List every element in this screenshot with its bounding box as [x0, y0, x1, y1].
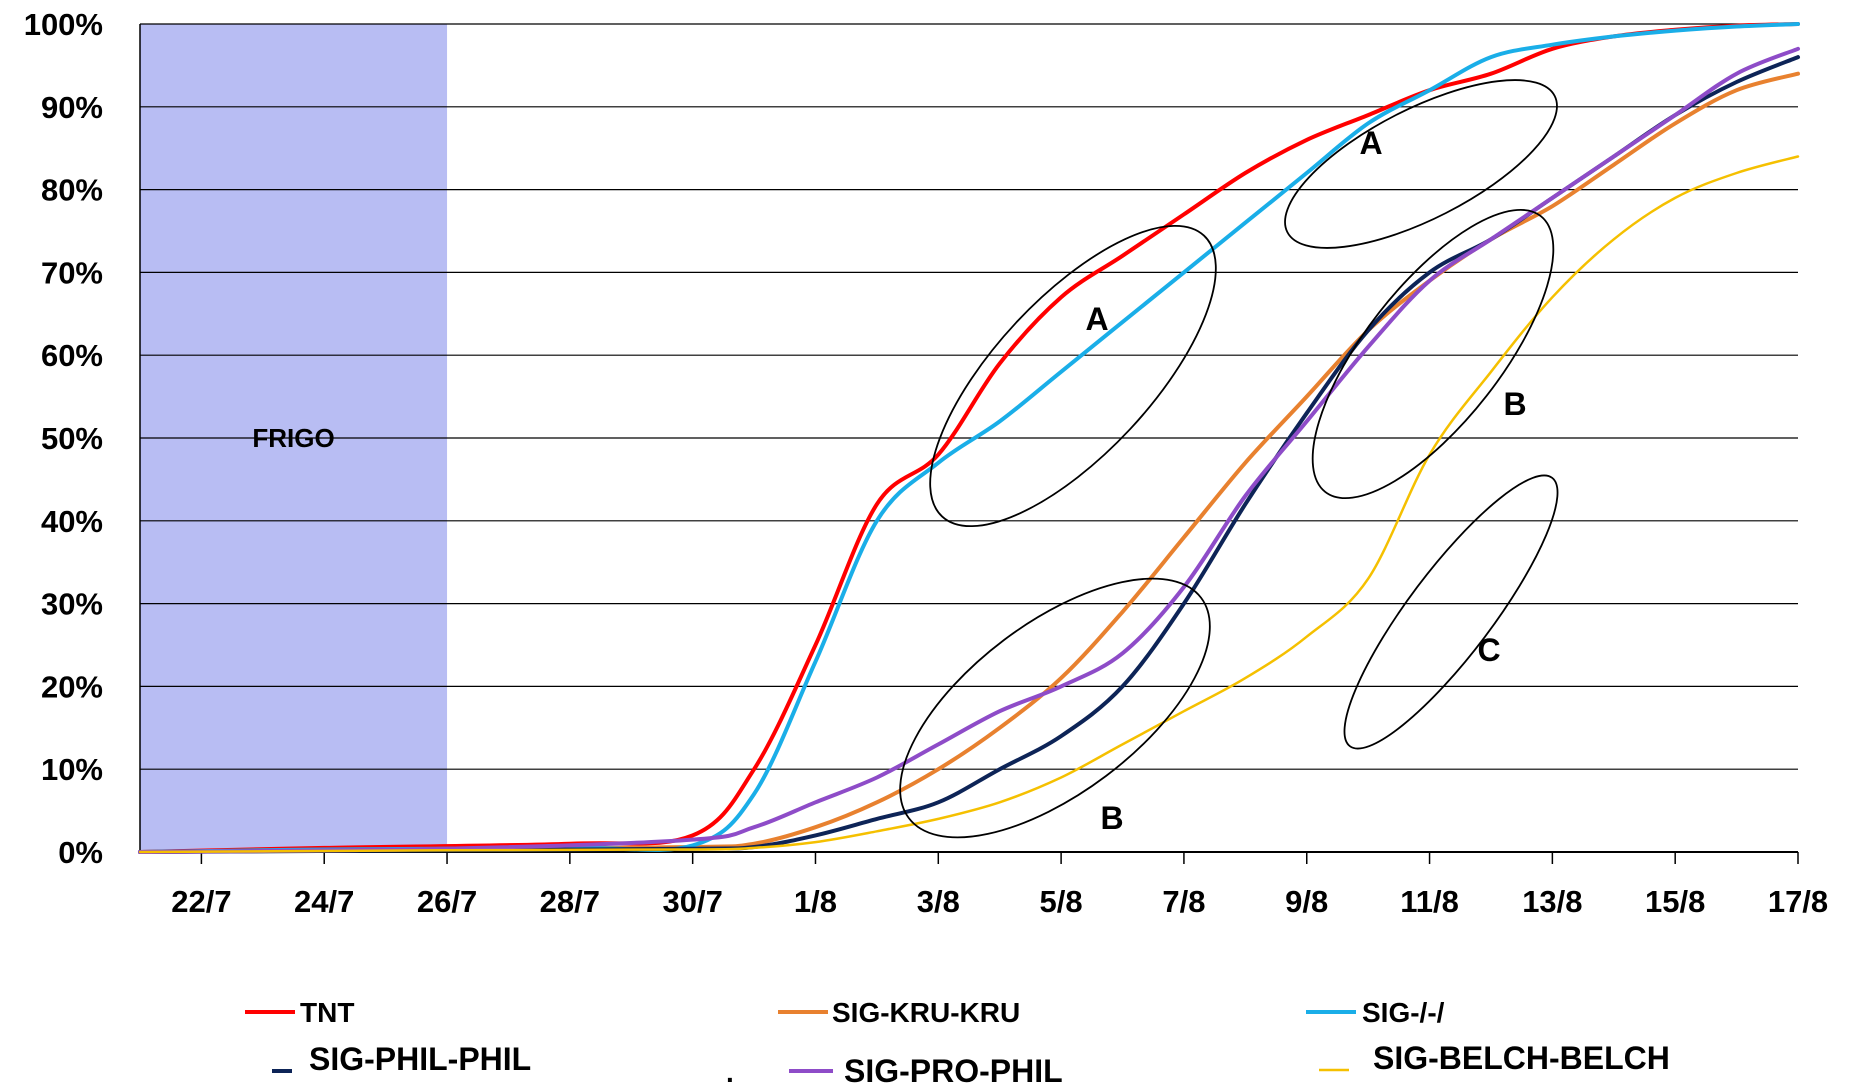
annotation-ellipses: [899, 79, 1559, 839]
x-tick-label: 28/7: [540, 884, 600, 919]
y-tick-label: 80%: [41, 173, 103, 208]
x-tick-label: 15/8: [1645, 884, 1705, 919]
legend-label-sig-phil-phil: SIG-PHIL-PHIL: [309, 1041, 531, 1077]
x-tick-label: 26/7: [417, 884, 477, 919]
x-tick-label: 7/8: [1162, 884, 1205, 919]
legend-stray-dot: .: [726, 1057, 734, 1084]
annotation-label: B: [1100, 800, 1123, 836]
y-tick-label: 40%: [41, 504, 103, 539]
x-tick-label: 11/8: [1400, 884, 1459, 919]
x-tick-label: 22/7: [171, 884, 231, 919]
y-tick-label: 100%: [24, 7, 103, 42]
legend-label-sig-: SIG-/-/: [1362, 997, 1445, 1028]
x-tick-label: 30/7: [662, 884, 722, 919]
y-tick-label: 50%: [41, 421, 103, 456]
annotation-label: B: [1503, 386, 1526, 422]
annotation-ellipse: [929, 224, 1217, 528]
x-tick-label: 3/8: [917, 884, 960, 919]
annotations: A A B B C: [1085, 125, 1526, 836]
x-tick-label: 13/8: [1522, 884, 1582, 919]
y-tick-label: 70%: [41, 255, 103, 290]
series-line-sig-pro-phil: [138, 46, 1800, 854]
legend: TNT SIG-KRU-KRU SIG-/-/ SIG-PHIL-PHIL SIG-PR…: [245, 997, 1670, 1084]
annotation-ellipse: [1343, 474, 1559, 750]
y-tick-label: 30%: [41, 587, 103, 622]
tick-labels: 0% 10% 20% 30% 40% 50% 60% 70% 80% 90% 100% 22/7 24/…: [24, 7, 1828, 919]
series-line-sig-belch-belch: [138, 155, 1800, 854]
x-tick-label: 5/8: [1040, 884, 1083, 919]
annotation-label: A: [1359, 125, 1382, 161]
x-tick-label: 24/7: [294, 884, 354, 919]
annotation-ellipse: [1311, 208, 1555, 500]
x-tick-label: 9/8: [1285, 884, 1328, 919]
legend-label-sig-pro-phil: SIG-PRO-PHIL: [844, 1053, 1063, 1084]
x-tick-label: 17/8: [1768, 884, 1828, 919]
legend-label-tnt: TNT: [300, 997, 354, 1028]
gridlines: [140, 23, 1798, 770]
annotation-label: A: [1085, 301, 1108, 337]
series-lines: [138, 22, 1800, 854]
annotation-label: C: [1477, 632, 1500, 668]
x-tick-label: 1/8: [794, 884, 837, 919]
y-tick-label: 10%: [41, 752, 103, 787]
y-tick-label: 0%: [58, 835, 103, 870]
y-tick-label: 60%: [41, 338, 103, 373]
annotation-ellipse: [1284, 79, 1558, 249]
y-tick-label: 20%: [41, 669, 103, 704]
legend-label-sig-kru-kru: SIG-KRU-KRU: [832, 997, 1020, 1028]
legend-label-sig-belch-belch: SIG-BELCH-BELCH: [1373, 1040, 1670, 1076]
y-tick-label: 90%: [41, 90, 103, 125]
annotation-ellipse: [899, 577, 1211, 839]
